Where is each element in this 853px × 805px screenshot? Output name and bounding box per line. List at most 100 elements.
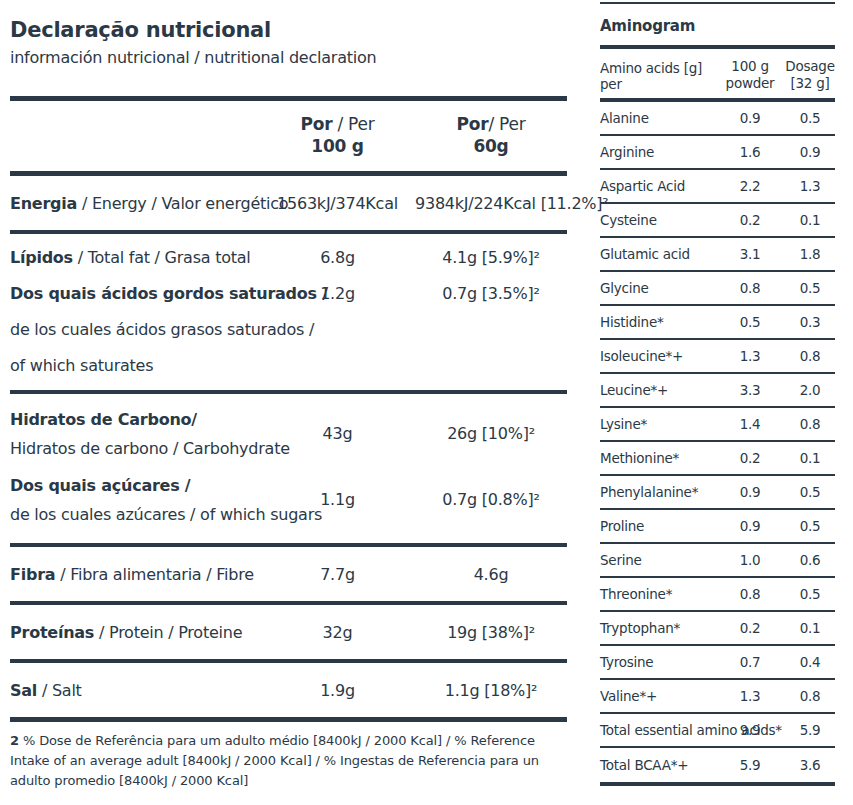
amino-value-powder: 9.9 [715,722,785,738]
aminogram-row: Proline 0.9 0.5 [600,510,835,544]
fibre-value-100g: 7.7g [260,562,415,588]
aminogram-header-powder: 100 g powder [715,58,785,98]
amino-value-dosage: 0.1 [785,620,835,636]
aminogram-row: Isoleucine*+ 1.3 0.8 [600,340,835,374]
amino-value-powder: 0.2 [715,212,785,228]
nutrition-subtitle: información nutricional / nutritional de… [10,46,567,70]
amino-value-powder: 1.4 [715,416,785,432]
aminogram-row: Threonine* 0.8 0.5 [600,578,835,612]
amino-value-powder: 2.2 [715,178,785,194]
divider [600,782,835,786]
salt-label-rest: / Salt [37,681,82,700]
aminogram-row: Tyrosine 0.7 0.4 [600,646,835,680]
aminogram-table: Aminogram Amino acids [g] per 100 g powd… [600,0,835,786]
amino-acid-name: Total BCAA*+ [600,757,715,773]
aminogram-row: Methionine* 0.2 0.1 [600,442,835,476]
sugars-label: Dos quais açúcares / de los cuales azúca… [10,471,260,529]
amino-value-powder: 0.2 [715,450,785,466]
divider [600,2,835,4]
carbs-value-60g: 26g [10%]² [415,421,567,447]
amino-value-powder: 0.9 [715,484,785,500]
amino-value-dosage: 0.5 [785,484,835,500]
fibre-label-bold: Fibra [10,565,55,584]
aminogram-row: Total essential amino acids* 9.9 5.9 [600,714,835,748]
energy-value-100g: 1563kJ/374Kcal [260,191,415,217]
amino-value-powder: 0.8 [715,586,785,602]
amino-value-dosage: 5.9 [785,722,835,738]
aminogram-row: Valine*+ 1.3 0.8 [600,680,835,714]
protein-label: Proteínas / Protein / Proteine [10,620,260,646]
amino-acid-name: Aspartic Acid [600,178,715,194]
saturates-label-en: of which saturates [10,353,260,379]
amino-value-powder: 0.8 [715,280,785,296]
carbs-label-sub: Hidratos de carbono / Carbohydrate [10,434,260,463]
amino-value-powder: 0.9 [715,110,785,126]
amino-value-powder: 0.7 [715,654,785,670]
per-label-rest: / Per [332,114,374,134]
amino-acid-name: Leucine*+ [600,382,715,398]
saturates-label-pt: Dos quais ácidos gordos saturados / [10,281,260,307]
saturates-label-es: de los cuales ácidos grasos saturados / [10,317,260,343]
amino-value-dosage: 0.9 [785,144,835,160]
amino-acid-name: Methionine* [600,450,715,466]
amino-value-dosage: 3.6 [785,757,835,773]
amino-value-powder: 1.0 [715,552,785,568]
amino-value-powder: 3.3 [715,382,785,398]
amino-acid-name: Threonine* [600,586,715,602]
amino-value-powder: 1.3 [715,688,785,704]
amino-acid-name: Alanine [600,110,715,126]
amino-value-dosage: 0.5 [785,518,835,534]
fibre-label-rest: / Fibra alimentaria / Fibre [55,565,253,584]
per-label-rest: / Per [488,114,525,134]
amino-acid-name: Histidine* [600,314,715,330]
reference-intake-footnote: 2 % Dose de Referência para um adulto mé… [10,731,567,791]
amino-value-powder: 5.9 [715,757,785,773]
amino-value-dosage: 0.5 [785,280,835,296]
salt-value-60g: 1.1g [18%]² [415,678,567,704]
dosage-header-line1: Dosage [785,58,835,75]
fat-label-rest: / Total fat / Grasa total [73,248,251,267]
sugars-value-60g: 0.7g [0.8%]² [415,487,567,513]
powder-header-line2: powder [715,75,785,92]
salt-value-100g: 1.9g [260,678,415,704]
protein-value-60g: 19g [38%]² [415,620,567,646]
amino-acid-name: Tryptophan* [600,620,715,636]
aminogram-row: Aspartic Acid 2.2 1.3 [600,170,835,204]
amino-value-dosage: 0.5 [785,110,835,126]
nutrition-title: Declaração nutricional [10,16,567,44]
nutrition-declaration-table: Declaração nutricional información nutri… [10,0,567,791]
amount-100g: 100 g [311,136,363,156]
amount-60g: 60g [473,136,508,156]
aminogram-header-label: Amino acids [g] per [600,60,715,98]
row-fibre: Fibra / Fibra alimentaria / Fibre 7.7g 4… [10,547,567,601]
salt-label: Sal / Salt [10,678,260,704]
aminogram-row: Alanine 0.9 0.5 [600,102,835,136]
amino-acid-name: Arginine [600,144,715,160]
footnote-marker: 2 [10,733,19,748]
amino-acid-name: Lysine* [600,416,715,432]
amino-acid-name: Cysteine [600,212,715,228]
aminogram-row: Arginine 1.6 0.9 [600,136,835,170]
salt-label-bold: Sal [10,681,37,700]
amino-acid-name: Phenylalanine* [600,484,715,500]
amino-value-dosage: 2.0 [785,382,835,398]
amino-value-dosage: 0.8 [785,348,835,364]
fibre-value-60g: 4.6g [415,562,567,588]
amino-acid-name: Serine [600,552,715,568]
carbs-label: Hidratos de Carbono/ Hidratos de carbono… [10,405,260,463]
column-header-per-60g: Por/ Per 60g [415,113,567,157]
header-spacer [10,113,260,157]
fat-value-60g: 4.1g [5.9%]² [415,245,567,271]
amino-value-powder: 0.2 [715,620,785,636]
dosage-header-line2: [32 g] [785,75,835,92]
amino-value-dosage: 0.1 [785,212,835,228]
footnote-text: % Dose de Referência para um adulto médi… [10,733,539,788]
row-salt: Sal / Salt 1.9g 1.1g [18%]² [10,663,567,717]
powder-header-line1: 100 g [715,58,785,75]
aminogram-row: Total BCAA*+ 5.9 3.6 [600,748,835,782]
amino-acid-name: Total essential amino acids* [600,722,715,738]
per-label-bold: Por [457,114,489,134]
amino-value-dosage: 0.1 [785,450,835,466]
carbs-value-100g: 43g [260,421,415,447]
amino-acid-name: Tyrosine [600,654,715,670]
